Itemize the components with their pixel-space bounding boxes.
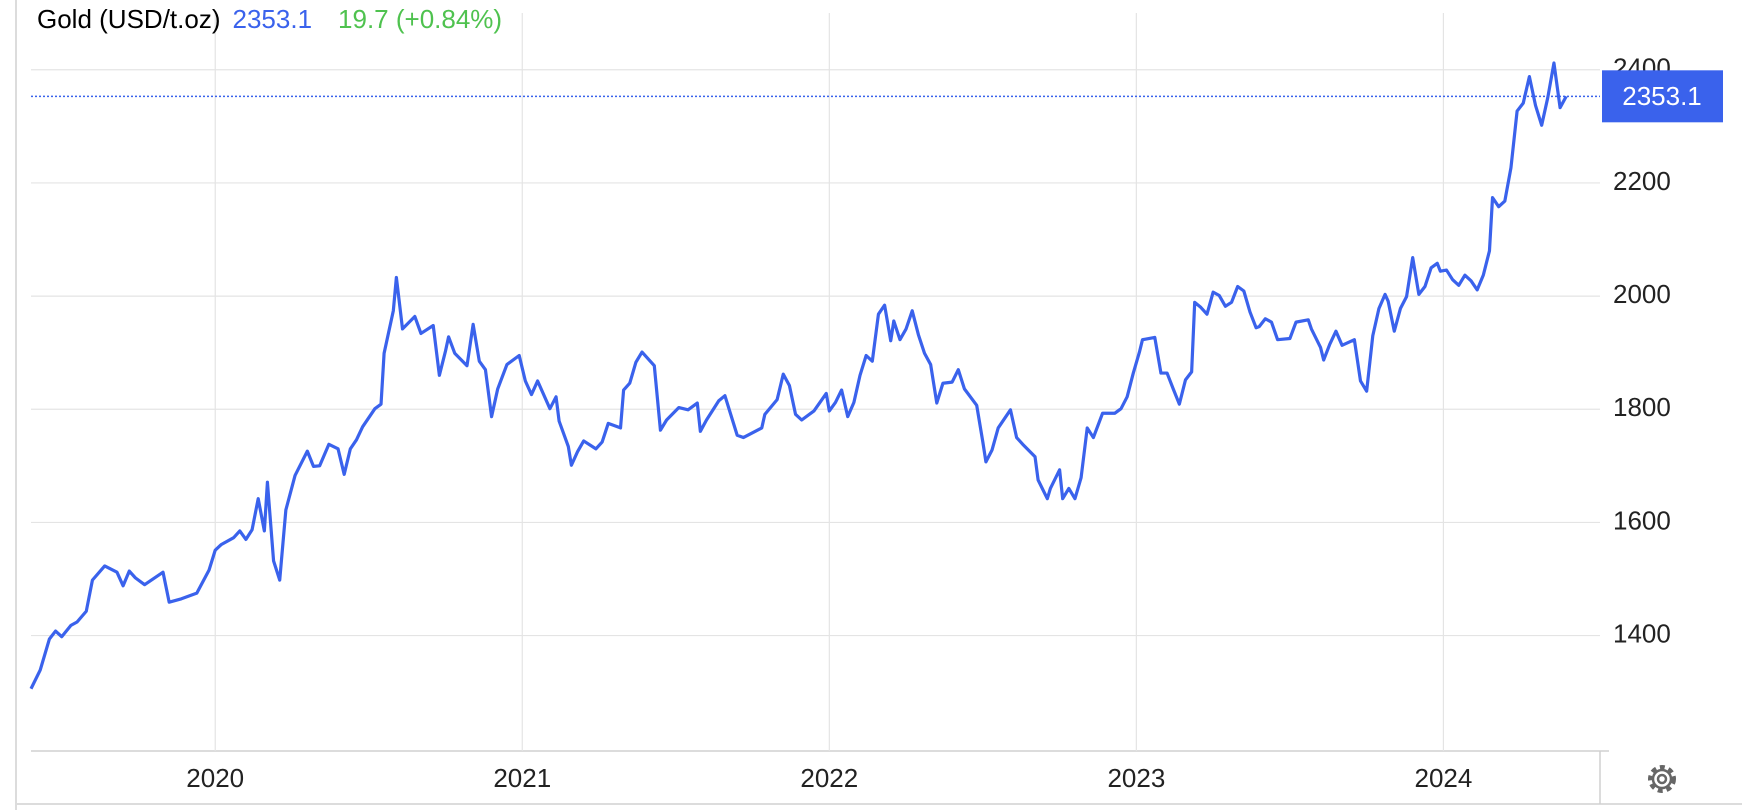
x-tick-label: 2022 [800,763,858,793]
price-change: 19.7 (+0.84%) [338,4,503,34]
y-tick-label: 2200 [1613,166,1671,196]
last-price-label: 2353.1 [1622,81,1702,111]
last-price-box [1602,70,1723,123]
settings-icon[interactable] [1648,765,1676,793]
gear-ring [1651,768,1673,790]
x-tick-label: 2020 [186,763,244,793]
y-tick-label: 1400 [1613,618,1671,648]
last-price: 2353.1 [232,4,313,34]
y-tick-label: 2000 [1613,279,1671,309]
title: Gold (USD/t.oz) [37,4,221,34]
header: Gold (USD/t.oz) 2353.1 19.7 (+0.84%) [37,4,514,35]
x-tick-label: 2023 [1107,763,1165,793]
gear-teeth [1648,765,1676,793]
x-tick-label: 2024 [1414,763,1472,793]
price-line [29,61,1568,690]
gear-hub [1656,773,1668,785]
x-tick-label: 2021 [493,763,551,793]
y-tick-label: 1800 [1613,392,1671,422]
y-tick-label: 1600 [1613,505,1671,535]
